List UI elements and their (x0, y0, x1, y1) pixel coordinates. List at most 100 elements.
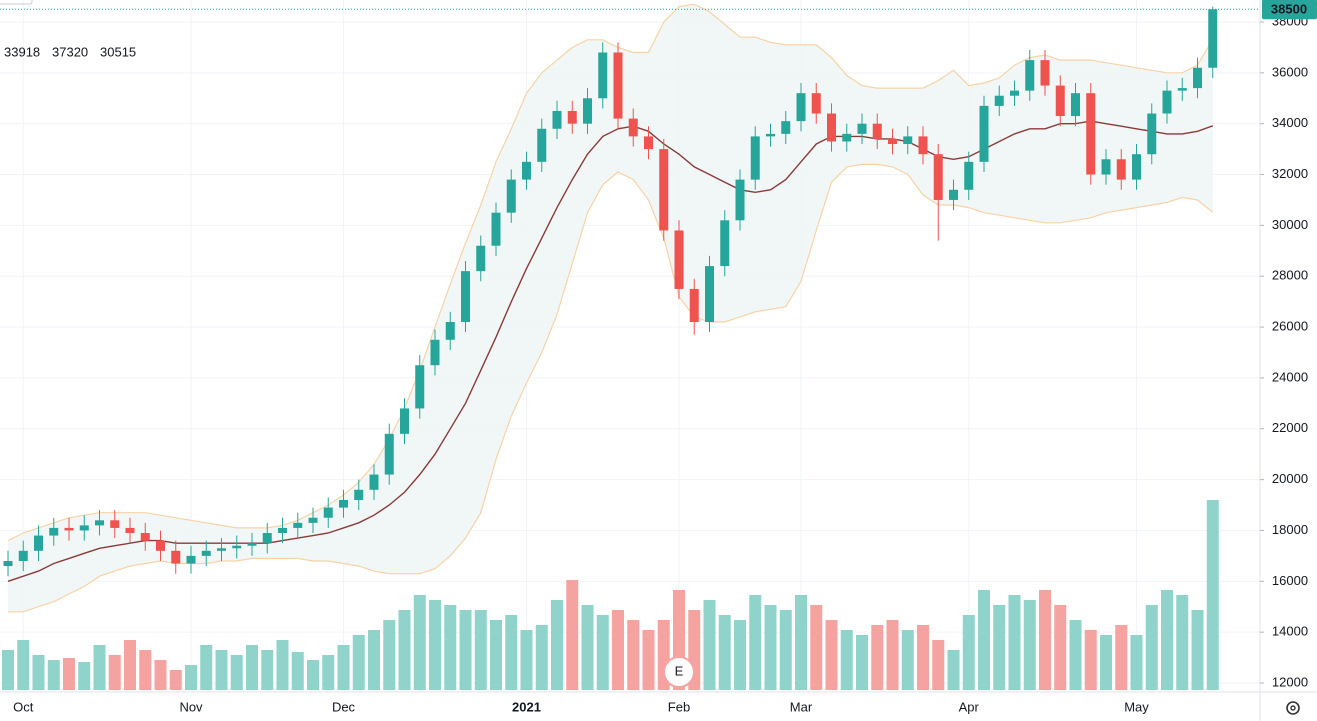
candle-body (1208, 9, 1218, 68)
candle-body (491, 212, 501, 246)
candle-body (644, 136, 653, 150)
volume-bar (871, 625, 884, 690)
candle-body (1162, 90, 1172, 114)
y-tick-label: 30000 (1272, 217, 1308, 232)
volume-bar (596, 615, 609, 690)
volume-bar (505, 615, 518, 690)
volume-bar (139, 650, 152, 690)
x-tick-label: May (1124, 699, 1149, 714)
settings-icon[interactable] (1286, 701, 1300, 715)
candle-body (201, 550, 211, 556)
band-fill (8, 4, 1213, 612)
candle-body (949, 189, 958, 200)
candle-body (918, 136, 928, 155)
candle-body (827, 113, 836, 142)
volume-bar (1069, 620, 1082, 690)
volume-bar (1161, 590, 1173, 690)
volume-bar (1084, 630, 1097, 690)
candle-body (171, 550, 181, 564)
volume-bar (993, 605, 1006, 690)
candle-body (339, 499, 348, 508)
candle-body (400, 408, 409, 434)
candle-body (461, 271, 470, 322)
candle-body (156, 540, 165, 551)
volume-bar (947, 650, 960, 690)
volume-bar (1039, 590, 1051, 690)
volume-bar (825, 620, 838, 690)
candle-body (1025, 60, 1035, 91)
candle-body (323, 507, 333, 518)
candle-body (522, 161, 531, 180)
y-tick-label: 22000 (1272, 420, 1308, 435)
volume-bar (535, 625, 548, 690)
y-tick-label: 18000 (1272, 522, 1308, 537)
volume-bar (429, 600, 441, 690)
volume-bar (322, 655, 335, 690)
volume-bar (978, 590, 990, 690)
volume-bar (93, 645, 106, 690)
candle-body (872, 123, 882, 139)
volume-bar (1130, 635, 1143, 690)
volume-bar (383, 620, 396, 690)
candle-body (476, 245, 486, 272)
candle-body (79, 525, 89, 531)
candle-body (384, 433, 394, 475)
volume-bar (566, 580, 579, 690)
candle-body (3, 560, 13, 567)
candle-body (1055, 85, 1065, 117)
candle-body (64, 527, 74, 531)
volume-bar (901, 630, 914, 690)
volume-bar (17, 640, 30, 690)
volume-bar (764, 605, 777, 690)
volume-bar (703, 600, 716, 690)
candle-body (811, 93, 821, 114)
volume-bar (459, 610, 472, 690)
volume-bar (185, 665, 197, 690)
volume-bar (612, 610, 624, 690)
volume-bar (779, 610, 792, 690)
volume-bar (108, 655, 121, 690)
candle-body (354, 489, 364, 500)
volume-bar (886, 620, 899, 690)
last-price-box (1262, 0, 1317, 20)
volume-bar (917, 625, 929, 690)
candle-body (1147, 113, 1157, 155)
candle-body (796, 93, 806, 122)
volume-bar (413, 595, 426, 690)
candle-body (1086, 93, 1096, 175)
volume-bar (1145, 605, 1158, 690)
candle-body (506, 179, 516, 213)
candle-body (964, 161, 974, 190)
y-tick-label: 34000 (1272, 115, 1308, 130)
volume-bar (246, 645, 258, 690)
y-tick-label: 20000 (1272, 471, 1308, 486)
volume-bar (962, 615, 975, 690)
candle-body (49, 527, 59, 536)
candle-body (232, 545, 242, 549)
candle-body (613, 52, 623, 119)
event-marker (663, 656, 695, 688)
candle-body (781, 121, 791, 134)
candle-body (186, 555, 196, 564)
candle-body (689, 288, 699, 322)
candle-body (217, 548, 226, 551)
volume-bar (261, 650, 274, 690)
volume-bar (124, 640, 136, 690)
volume-bar (78, 662, 91, 690)
x-tick-label: 2021 (512, 699, 541, 714)
candle-body (933, 154, 943, 200)
y-tick-label: 14000 (1272, 624, 1308, 639)
volume-bar (627, 620, 640, 690)
toolbar-button[interactable] (0, 0, 33, 5)
volume-bar (932, 640, 945, 690)
candle-body (567, 110, 577, 124)
candle-body (628, 118, 638, 137)
candle-body (247, 543, 257, 546)
candle-body (583, 98, 592, 124)
x-tick-label: Feb (668, 699, 690, 714)
candle-body (293, 522, 303, 528)
volume-bar (1023, 600, 1036, 690)
candle-body (857, 123, 867, 134)
candle-body (842, 133, 852, 142)
